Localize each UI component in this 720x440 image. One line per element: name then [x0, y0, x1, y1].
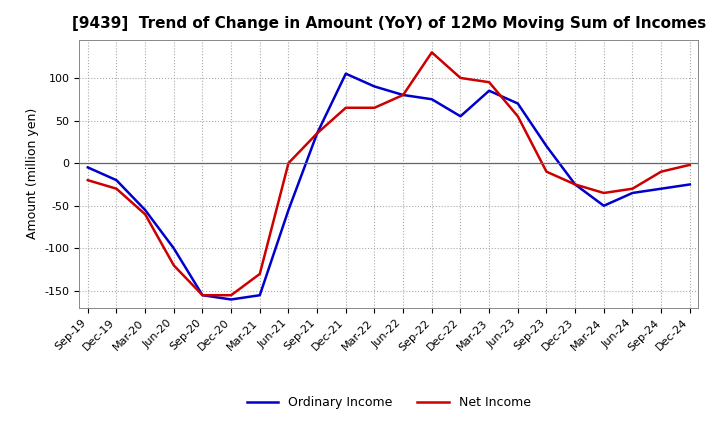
Net Income [513, 114, 522, 119]
Ordinary Income [657, 186, 665, 191]
Net Income [169, 263, 178, 268]
Ordinary Income [84, 165, 92, 170]
Ordinary Income [485, 88, 493, 93]
Ordinary Income [542, 143, 551, 149]
Ordinary Income [284, 207, 293, 213]
Ordinary Income [456, 114, 465, 119]
Net Income [542, 169, 551, 174]
Line: Net Income: Net Income [88, 52, 690, 295]
Ordinary Income [571, 182, 580, 187]
Net Income [341, 105, 350, 110]
Net Income [571, 182, 580, 187]
Net Income [428, 50, 436, 55]
Ordinary Income [628, 191, 636, 196]
Ordinary Income [198, 293, 207, 298]
Net Income [112, 186, 121, 191]
Net Income [312, 131, 321, 136]
Ordinary Income [341, 71, 350, 76]
Y-axis label: Amount (million yen): Amount (million yen) [26, 108, 39, 239]
Net Income [141, 212, 150, 217]
Ordinary Income [399, 92, 408, 98]
Line: Ordinary Income: Ordinary Income [88, 73, 690, 300]
Ordinary Income [141, 207, 150, 213]
Ordinary Income [600, 203, 608, 209]
Net Income [227, 293, 235, 298]
Ordinary Income [428, 97, 436, 102]
Ordinary Income [169, 246, 178, 251]
Net Income [370, 105, 379, 110]
Ordinary Income [685, 182, 694, 187]
Net Income [657, 169, 665, 174]
Net Income [456, 75, 465, 81]
Net Income [284, 161, 293, 166]
Ordinary Income [370, 84, 379, 89]
Net Income [600, 191, 608, 196]
Net Income [198, 293, 207, 298]
Ordinary Income [227, 297, 235, 302]
Net Income [84, 178, 92, 183]
Legend: Ordinary Income, Net Income: Ordinary Income, Net Income [242, 392, 536, 414]
Net Income [628, 186, 636, 191]
Net Income [685, 162, 694, 168]
Net Income [256, 271, 264, 277]
Ordinary Income [112, 178, 121, 183]
Title: [9439]  Trend of Change in Amount (YoY) of 12Mo Moving Sum of Incomes: [9439] Trend of Change in Amount (YoY) o… [72, 16, 706, 32]
Net Income [485, 80, 493, 85]
Ordinary Income [256, 293, 264, 298]
Net Income [399, 92, 408, 98]
Ordinary Income [312, 131, 321, 136]
Ordinary Income [513, 101, 522, 106]
